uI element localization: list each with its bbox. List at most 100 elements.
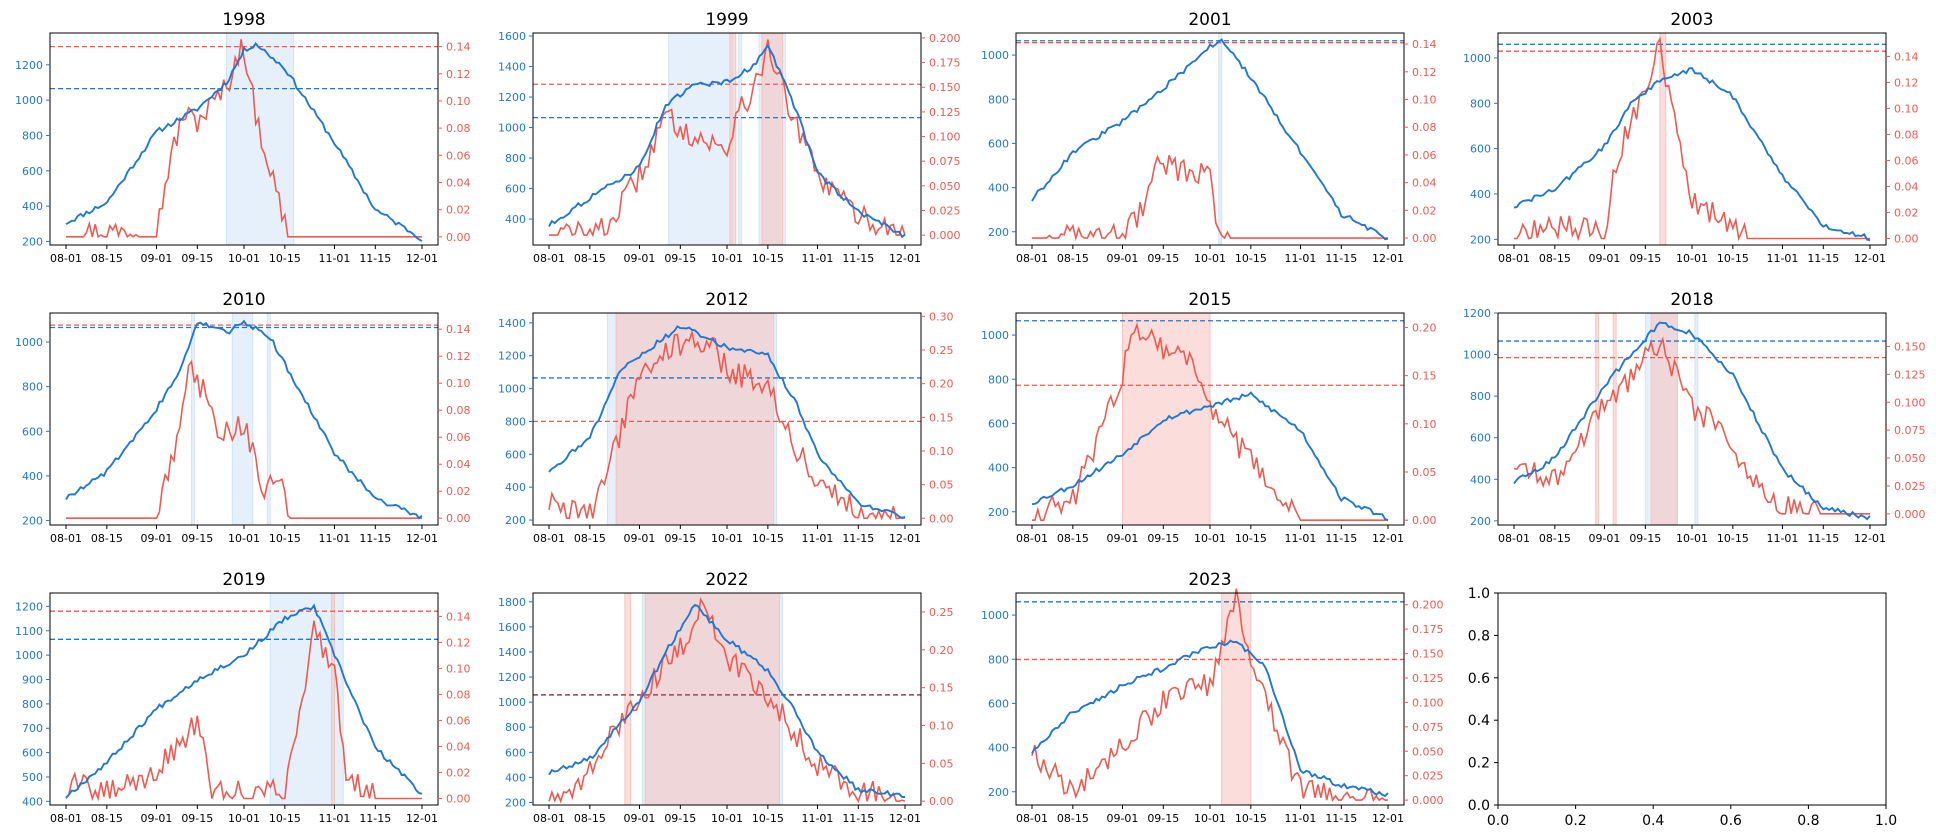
right-series-line [1032,321,1388,522]
left-tick-label: 200 [22,235,43,248]
left-tick-label: 400 [22,470,43,483]
x-tick-label: 11-15 [1807,532,1839,545]
left-tick-label: 1200 [498,350,526,363]
right-series-line [548,329,906,521]
y-tick-label: 0.8 [1468,628,1490,644]
left-tick-label: 1600 [498,30,526,43]
right-series-line [549,39,906,238]
right-tick-label: 0.00 [446,512,471,525]
x-tick-label: 0.0 [1487,813,1509,829]
right-tick-label: 0.05 [929,757,954,770]
right-tick-label: 0.075 [1412,721,1444,734]
left-series-line [65,603,423,799]
left-series-line [1031,391,1389,521]
left-tick-label: 1000 [1463,349,1491,362]
x-tick-label: 0.2 [1564,813,1586,829]
left-tick-label: 400 [505,771,526,784]
x-tick-label: 11-15 [1325,532,1357,545]
right-tick-label: 0.04 [1412,177,1437,190]
right-tick-label: 0.175 [1412,623,1444,636]
subplot-2012: 08-01 08-15 09-01 09-15 10-01 10-15 11-01 11-15… [498,290,954,545]
left-tick-label: 400 [505,481,526,494]
right-tick-label: 0.30 [929,310,954,323]
subplot-title: 2001 [1188,10,1231,30]
subplot-title: 2019 [222,570,265,590]
right-tick-label: 0.10 [1412,418,1437,431]
x-tick-label: 12-01 [1372,812,1404,825]
left-tick-label: 600 [988,697,1009,710]
x-tick-label: 09-15 [664,532,696,545]
right-tick-label: 0.10 [446,377,471,390]
x-tick-label: 08-15 [91,532,123,545]
left-tick-label: 1000 [981,609,1009,622]
subplot-2001: 08-01 08-15 09-01 09-15 10-01 10-15 11-01 11-15… [981,10,1437,265]
left-tick-label: 800 [22,698,43,711]
left-tick-label: 1000 [15,649,43,662]
empty-axes: 0.0 0.2 0.4 0.6 0.8 1.0 0.0 0.2 0.4 0.6 0.8 1.0 [1468,586,1897,829]
right-series-line [66,39,422,239]
x-tick-label: 10-01 [1194,252,1226,265]
right-tick-label: 0.125 [929,106,961,119]
x-tick-label: 10-01 [711,252,743,265]
y-tick-label: 0.4 [1468,713,1490,729]
x-tick-label: 11-01 [801,252,833,265]
left-series-line [65,41,423,242]
x-tick-label: 11-01 [1284,812,1316,825]
right-tick-label: 0.075 [1894,424,1926,437]
left-series-line [1513,67,1871,242]
left-tick-label: 400 [988,742,1009,755]
right-tick-label: 0.00 [1894,232,1919,245]
x-tick-label: 12-01 [406,812,438,825]
span-left [231,312,254,526]
right-tick-label: 0.15 [1412,370,1437,383]
left-tick-label: 200 [988,506,1009,519]
x-tick-label: 09-01 [623,532,655,545]
x-tick-label: 11-15 [1325,812,1357,825]
left-tick-label: 200 [22,515,43,528]
x-tick-label: 09-15 [181,252,213,265]
x-tick-label: 10-01 [711,812,743,825]
right-tick-label: 0.200 [929,32,961,45]
left-tick-label: 700 [22,722,43,735]
right-tick-label: 0.150 [1412,648,1444,661]
x-tick-label: 11-15 [359,532,391,545]
left-tick-label: 1000 [1463,52,1491,65]
x-tick-label: 10-01 [1194,812,1226,825]
left-tick-label: 1400 [498,317,526,330]
x-tick-label: 08-01 [50,812,82,825]
right-tick-label: 0.10 [1894,102,1919,115]
x-tick-label: 12-01 [406,532,438,545]
left-tick-label: 800 [988,93,1009,106]
right-tick-label: 0.14 [1894,50,1919,63]
right-tick-label: 0.00 [446,231,471,244]
left-series-line [1513,321,1871,521]
right-tick-label: 0.10 [446,662,471,675]
right-tick-label: 0.08 [1412,121,1437,134]
x-tick-label: 10-15 [1235,252,1267,265]
x-tick-label: 11-01 [1284,252,1316,265]
right-tick-label: 0.05 [1412,466,1437,479]
left-tick-label: 500 [22,771,43,784]
x-tick-label: 11-01 [318,252,350,265]
left-series-line [1031,38,1389,241]
x-tick-label: 1.0 [1875,813,1897,829]
left-tick-label: 400 [988,462,1009,475]
right-tick-label: 0.000 [1894,508,1926,521]
span-left [266,312,271,526]
subplot-title: 2023 [1188,570,1231,590]
subplot-title: 2010 [222,290,265,310]
x-tick-label: 09-01 [623,812,655,825]
subplot-2010: 08-01 08-15 09-01 09-15 10-01 10-15 11-01 11-15… [15,290,471,545]
left-tick-label: 600 [1470,432,1491,445]
left-tick-label: 200 [1470,233,1491,246]
right-tick-label: 0.050 [1894,452,1926,465]
right-tick-label: 0.25 [929,606,954,619]
x-tick-label: 09-01 [1106,812,1138,825]
right-tick-label: 0.12 [446,68,471,81]
right-series-line [66,359,422,520]
left-tick-label: 200 [505,514,526,527]
x-tick-label: 11-15 [842,252,874,265]
y-tick-label: 0.6 [1468,671,1490,687]
left-tick-label: 400 [1470,188,1491,201]
right-tick-label: 0.150 [929,81,961,94]
